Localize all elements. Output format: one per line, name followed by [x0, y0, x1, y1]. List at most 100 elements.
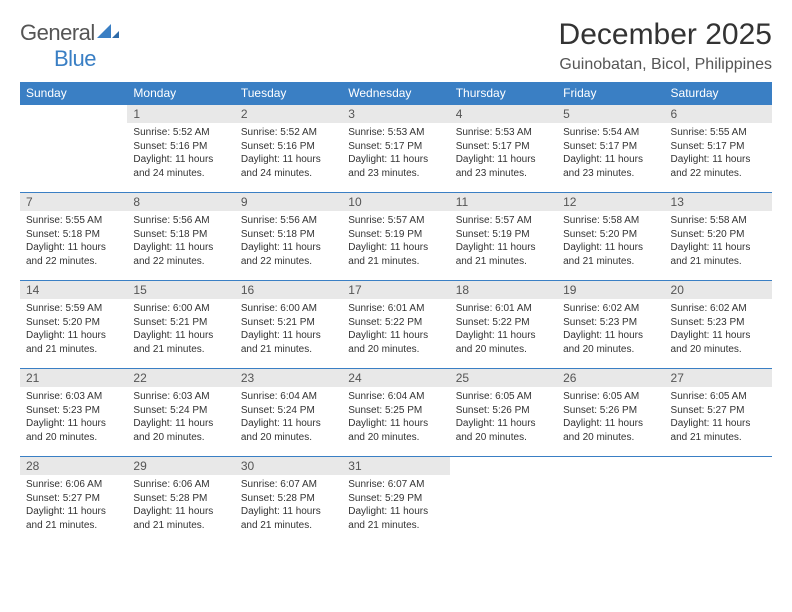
calendar-day-cell: 17Sunrise: 6:01 AMSunset: 5:22 PMDayligh…	[342, 281, 449, 369]
day-content: Sunrise: 6:07 AMSunset: 5:29 PMDaylight:…	[342, 475, 449, 535]
day-content: Sunrise: 5:52 AMSunset: 5:16 PMDaylight:…	[235, 123, 342, 183]
calendar-day-cell: 27Sunrise: 6:05 AMSunset: 5:27 PMDayligh…	[665, 369, 772, 457]
logo-word-2: Blue	[54, 46, 96, 71]
weekday-header: Tuesday	[235, 82, 342, 105]
day-number: 11	[450, 193, 557, 211]
weekday-header: Wednesday	[342, 82, 449, 105]
day-number: 4	[450, 105, 557, 123]
calendar-day-cell: 26Sunrise: 6:05 AMSunset: 5:26 PMDayligh…	[557, 369, 664, 457]
day-number: 3	[342, 105, 449, 123]
day-content: Sunrise: 5:58 AMSunset: 5:20 PMDaylight:…	[665, 211, 772, 271]
day-content: Sunrise: 5:57 AMSunset: 5:19 PMDaylight:…	[450, 211, 557, 271]
day-content: Sunrise: 5:59 AMSunset: 5:20 PMDaylight:…	[20, 299, 127, 359]
day-content: Sunrise: 6:03 AMSunset: 5:23 PMDaylight:…	[20, 387, 127, 447]
calendar-day-cell: 11Sunrise: 5:57 AMSunset: 5:19 PMDayligh…	[450, 193, 557, 281]
day-number: 2	[235, 105, 342, 123]
day-number: 25	[450, 369, 557, 387]
calendar-week-row: 21Sunrise: 6:03 AMSunset: 5:23 PMDayligh…	[20, 369, 772, 457]
calendar-day-cell	[557, 457, 664, 545]
logo: General Blue	[20, 18, 119, 72]
calendar-day-cell: 22Sunrise: 6:03 AMSunset: 5:24 PMDayligh…	[127, 369, 234, 457]
day-number: 28	[20, 457, 127, 475]
day-content: Sunrise: 6:02 AMSunset: 5:23 PMDaylight:…	[557, 299, 664, 359]
day-content: Sunrise: 5:53 AMSunset: 5:17 PMDaylight:…	[342, 123, 449, 183]
calendar-day-cell: 4Sunrise: 5:53 AMSunset: 5:17 PMDaylight…	[450, 105, 557, 193]
day-number: 30	[235, 457, 342, 475]
month-title: December 2025	[559, 18, 772, 52]
day-number: 12	[557, 193, 664, 211]
day-number: 17	[342, 281, 449, 299]
day-content: Sunrise: 6:05 AMSunset: 5:26 PMDaylight:…	[450, 387, 557, 447]
calendar-day-cell: 14Sunrise: 5:59 AMSunset: 5:20 PMDayligh…	[20, 281, 127, 369]
calendar-day-cell: 2Sunrise: 5:52 AMSunset: 5:16 PMDaylight…	[235, 105, 342, 193]
day-content: Sunrise: 6:03 AMSunset: 5:24 PMDaylight:…	[127, 387, 234, 447]
day-number: 20	[665, 281, 772, 299]
day-number: 13	[665, 193, 772, 211]
calendar-day-cell: 7Sunrise: 5:55 AMSunset: 5:18 PMDaylight…	[20, 193, 127, 281]
calendar-day-cell: 1Sunrise: 5:52 AMSunset: 5:16 PMDaylight…	[127, 105, 234, 193]
day-number: 8	[127, 193, 234, 211]
calendar-day-cell: 16Sunrise: 6:00 AMSunset: 5:21 PMDayligh…	[235, 281, 342, 369]
weekday-header: Thursday	[450, 82, 557, 105]
calendar-week-row: 14Sunrise: 5:59 AMSunset: 5:20 PMDayligh…	[20, 281, 772, 369]
day-number: 31	[342, 457, 449, 475]
day-number: 10	[342, 193, 449, 211]
calendar-day-cell	[665, 457, 772, 545]
weekday-header: Friday	[557, 82, 664, 105]
calendar-day-cell: 28Sunrise: 6:06 AMSunset: 5:27 PMDayligh…	[20, 457, 127, 545]
calendar-day-cell: 30Sunrise: 6:07 AMSunset: 5:28 PMDayligh…	[235, 457, 342, 545]
logo-word-1: General	[20, 20, 95, 45]
calendar-day-cell: 15Sunrise: 6:00 AMSunset: 5:21 PMDayligh…	[127, 281, 234, 369]
day-content: Sunrise: 5:52 AMSunset: 5:16 PMDaylight:…	[127, 123, 234, 183]
calendar-day-cell	[450, 457, 557, 545]
calendar-day-cell: 3Sunrise: 5:53 AMSunset: 5:17 PMDaylight…	[342, 105, 449, 193]
day-number: 24	[342, 369, 449, 387]
day-content: Sunrise: 6:04 AMSunset: 5:25 PMDaylight:…	[342, 387, 449, 447]
calendar-body: 1Sunrise: 5:52 AMSunset: 5:16 PMDaylight…	[20, 105, 772, 545]
calendar-day-cell: 29Sunrise: 6:06 AMSunset: 5:28 PMDayligh…	[127, 457, 234, 545]
day-number: 21	[20, 369, 127, 387]
calendar-day-cell	[20, 105, 127, 193]
day-content: Sunrise: 5:53 AMSunset: 5:17 PMDaylight:…	[450, 123, 557, 183]
day-number: 29	[127, 457, 234, 475]
calendar-table: SundayMondayTuesdayWednesdayThursdayFrid…	[20, 82, 772, 545]
day-content: Sunrise: 6:00 AMSunset: 5:21 PMDaylight:…	[235, 299, 342, 359]
day-number: 14	[20, 281, 127, 299]
weekday-header: Sunday	[20, 82, 127, 105]
calendar-week-row: 1Sunrise: 5:52 AMSunset: 5:16 PMDaylight…	[20, 105, 772, 193]
day-content: Sunrise: 6:04 AMSunset: 5:24 PMDaylight:…	[235, 387, 342, 447]
logo-sail-icon	[97, 20, 119, 46]
day-content: Sunrise: 6:05 AMSunset: 5:27 PMDaylight:…	[665, 387, 772, 447]
day-content: Sunrise: 5:55 AMSunset: 5:18 PMDaylight:…	[20, 211, 127, 271]
title-area: December 2025 Guinobatan, Bicol, Philipp…	[559, 18, 772, 74]
weekday-row: SundayMondayTuesdayWednesdayThursdayFrid…	[20, 82, 772, 105]
calendar-day-cell: 24Sunrise: 6:04 AMSunset: 5:25 PMDayligh…	[342, 369, 449, 457]
day-content: Sunrise: 6:01 AMSunset: 5:22 PMDaylight:…	[342, 299, 449, 359]
day-content: Sunrise: 5:54 AMSunset: 5:17 PMDaylight:…	[557, 123, 664, 183]
day-content: Sunrise: 6:06 AMSunset: 5:28 PMDaylight:…	[127, 475, 234, 535]
calendar-day-cell: 20Sunrise: 6:02 AMSunset: 5:23 PMDayligh…	[665, 281, 772, 369]
location-text: Guinobatan, Bicol, Philippines	[559, 56, 772, 74]
calendar-page: General Blue December 2025 Guinobatan, B…	[0, 0, 792, 555]
day-content: Sunrise: 5:57 AMSunset: 5:19 PMDaylight:…	[342, 211, 449, 271]
calendar-day-cell: 6Sunrise: 5:55 AMSunset: 5:17 PMDaylight…	[665, 105, 772, 193]
day-content: Sunrise: 6:07 AMSunset: 5:28 PMDaylight:…	[235, 475, 342, 535]
day-content: Sunrise: 6:01 AMSunset: 5:22 PMDaylight:…	[450, 299, 557, 359]
day-number: 7	[20, 193, 127, 211]
header: General Blue December 2025 Guinobatan, B…	[20, 18, 772, 74]
day-number: 19	[557, 281, 664, 299]
calendar-day-cell: 25Sunrise: 6:05 AMSunset: 5:26 PMDayligh…	[450, 369, 557, 457]
weekday-header: Saturday	[665, 82, 772, 105]
day-number: 15	[127, 281, 234, 299]
calendar-day-cell: 31Sunrise: 6:07 AMSunset: 5:29 PMDayligh…	[342, 457, 449, 545]
calendar-day-cell: 19Sunrise: 6:02 AMSunset: 5:23 PMDayligh…	[557, 281, 664, 369]
calendar-day-cell: 12Sunrise: 5:58 AMSunset: 5:20 PMDayligh…	[557, 193, 664, 281]
logo-text: General Blue	[20, 20, 119, 72]
day-number: 23	[235, 369, 342, 387]
day-content: Sunrise: 5:58 AMSunset: 5:20 PMDaylight:…	[557, 211, 664, 271]
calendar-day-cell: 21Sunrise: 6:03 AMSunset: 5:23 PMDayligh…	[20, 369, 127, 457]
day-number: 6	[665, 105, 772, 123]
day-content: Sunrise: 5:56 AMSunset: 5:18 PMDaylight:…	[127, 211, 234, 271]
calendar-day-cell: 13Sunrise: 5:58 AMSunset: 5:20 PMDayligh…	[665, 193, 772, 281]
day-content: Sunrise: 6:00 AMSunset: 5:21 PMDaylight:…	[127, 299, 234, 359]
